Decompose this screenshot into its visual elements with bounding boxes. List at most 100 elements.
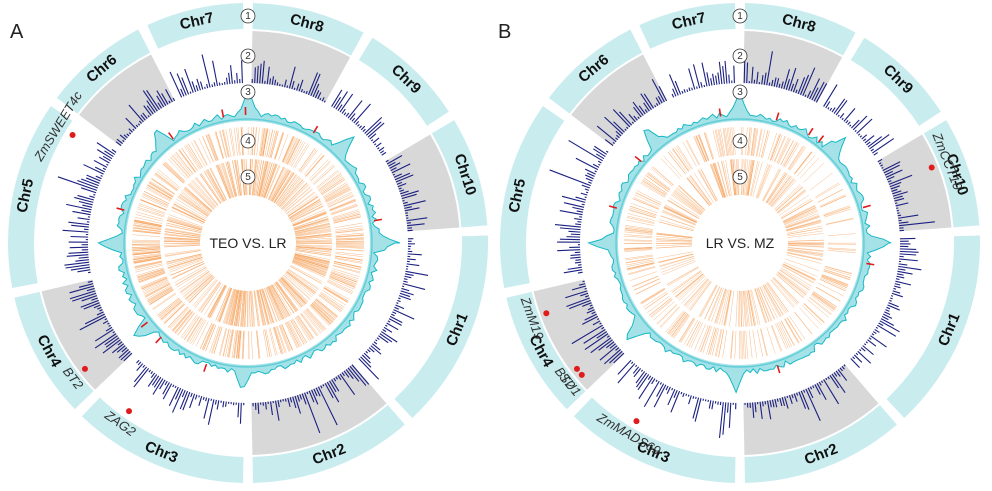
orange-mark	[333, 213, 361, 222]
bar-mark	[895, 202, 909, 207]
orange-mark	[656, 304, 678, 324]
orange-mark	[187, 276, 214, 302]
orange-mark	[261, 288, 274, 324]
orange-mark	[170, 156, 190, 178]
orange-mark	[295, 316, 312, 341]
orange-mark	[766, 326, 776, 354]
bar-mark	[566, 236, 581, 238]
bar-mark	[382, 328, 387, 333]
orange-mark	[205, 170, 225, 202]
orange-mark	[133, 258, 162, 264]
orange-mark	[789, 315, 806, 340]
bar-mark	[77, 180, 98, 189]
orange-mark	[240, 290, 245, 327]
bar-mark	[570, 256, 581, 259]
bar-mark	[827, 376, 830, 380]
orange-mark	[787, 244, 824, 247]
orange-mark	[763, 284, 782, 317]
orange-mark	[136, 267, 164, 276]
orange-mark	[814, 182, 840, 198]
orange-mark	[133, 255, 161, 260]
bar-mark	[397, 299, 401, 303]
bar-mark	[786, 395, 789, 399]
orange-mark	[149, 289, 174, 305]
orange-mark	[652, 166, 674, 186]
orange-mark	[291, 206, 324, 223]
bar-mark	[657, 96, 663, 104]
orange-mark	[717, 161, 728, 197]
bar-mark	[884, 311, 891, 316]
bar-mark	[111, 149, 117, 153]
orange-mark	[803, 303, 825, 323]
orange-mark	[314, 299, 337, 319]
bar-mark	[157, 102, 163, 109]
orange-mark	[714, 328, 722, 357]
bar-mark	[296, 394, 301, 402]
orange-mark	[188, 277, 215, 304]
bar-mark	[181, 389, 186, 398]
orange-mark	[636, 190, 662, 204]
bar-mark	[804, 94, 807, 98]
bar-mark	[687, 394, 690, 397]
bar-mark	[695, 396, 697, 400]
orange-mark	[164, 303, 185, 324]
orange-mark	[164, 231, 201, 237]
orange-mark	[290, 205, 324, 222]
orange-mark	[767, 174, 790, 205]
track-number-badge	[240, 169, 256, 185]
orange-mark	[295, 245, 332, 249]
bar-mark	[806, 90, 812, 99]
orange-mark	[234, 160, 241, 196]
orange-mark	[268, 167, 285, 200]
orange-mark	[175, 152, 194, 175]
bar-mark	[168, 386, 179, 406]
orange-mark	[279, 180, 305, 208]
orange-mark	[675, 273, 704, 298]
orange-mark	[251, 290, 255, 327]
bar-mark	[852, 356, 856, 360]
bar-mark	[814, 384, 821, 395]
orange-mark	[803, 162, 825, 183]
orange-mark	[283, 186, 311, 211]
orange-mark	[181, 272, 211, 296]
bar-mark	[671, 93, 675, 98]
orange-mark	[808, 297, 832, 316]
orange-mark	[334, 257, 363, 263]
orange-mark	[693, 136, 706, 163]
orange-mark	[164, 237, 201, 241]
bar-mark	[839, 367, 843, 372]
orange-mark	[171, 263, 205, 280]
orange-mark	[807, 299, 830, 318]
orange-mark	[237, 290, 243, 327]
orange-mark	[202, 136, 214, 163]
orange-mark	[295, 249, 332, 255]
orange-mark	[269, 168, 287, 201]
bar-mark	[383, 326, 393, 333]
orange-mark	[294, 254, 330, 264]
bar-mark	[587, 306, 594, 311]
orange-mark	[698, 134, 709, 161]
orange-mark	[215, 131, 224, 159]
orange-mark	[760, 328, 768, 356]
orange-mark	[263, 163, 277, 198]
orange-mark	[694, 323, 706, 350]
orange-mark	[784, 143, 800, 168]
orange-mark	[811, 293, 836, 310]
bar-mark	[389, 315, 403, 324]
bar-mark	[385, 324, 388, 327]
orange-mark	[752, 330, 758, 358]
orange-mark	[747, 160, 755, 196]
bar-mark	[254, 67, 256, 84]
orange-mark	[259, 289, 270, 325]
orange-mark	[784, 318, 799, 344]
orange-mark	[784, 213, 819, 227]
bar-mark	[850, 358, 860, 369]
bar-mark	[360, 125, 366, 131]
orange-mark	[319, 175, 343, 192]
bar-mark	[862, 345, 874, 356]
bar-mark	[404, 275, 412, 279]
orange-mark	[187, 143, 203, 168]
orange-mark	[187, 184, 214, 210]
orange-mark	[174, 201, 207, 220]
